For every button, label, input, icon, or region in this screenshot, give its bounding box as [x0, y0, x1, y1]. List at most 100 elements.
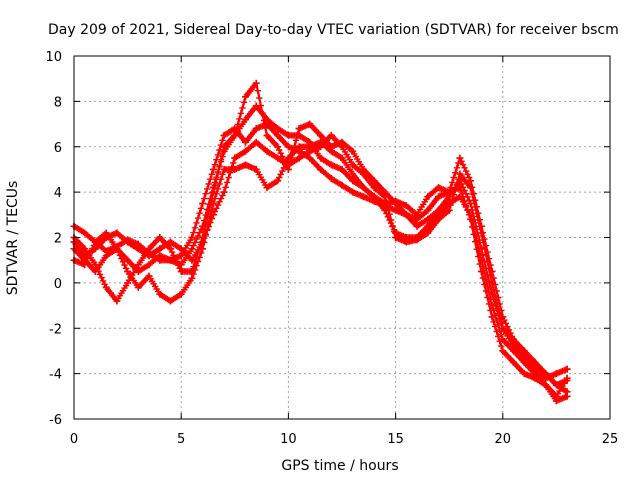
- data-point: [177, 290, 185, 298]
- x-tick-label: 0: [70, 432, 78, 447]
- data-point: [134, 283, 142, 291]
- data-point: [263, 131, 271, 139]
- data-point: [220, 131, 228, 139]
- data-point: [188, 234, 196, 241]
- series-5: [70, 131, 571, 389]
- data-point: [488, 313, 496, 321]
- data-point: [242, 93, 249, 101]
- data-point: [327, 175, 335, 182]
- data-point: [424, 229, 432, 237]
- data-point: [467, 215, 475, 223]
- data-point: [113, 297, 121, 305]
- series-3: [70, 138, 571, 382]
- data-point: [124, 268, 132, 275]
- data-point: [317, 165, 325, 173]
- data-point: [252, 138, 260, 146]
- data-point: [413, 222, 421, 230]
- data-point: [306, 154, 314, 162]
- data-point: [220, 143, 228, 151]
- data-point: [102, 283, 110, 291]
- data-point: [231, 165, 239, 173]
- data-point: [156, 245, 164, 253]
- data-point: [263, 147, 271, 155]
- data-point: [370, 193, 378, 201]
- data-point: [156, 252, 164, 260]
- data-point: [177, 268, 185, 275]
- data-point: [392, 200, 400, 207]
- data-point: [349, 161, 357, 169]
- data-point: [274, 125, 282, 133]
- data-point: [435, 215, 442, 223]
- x-tick-label: 5: [177, 432, 185, 447]
- x-tick-label: 15: [387, 432, 404, 447]
- data-point: [392, 206, 400, 214]
- y-tick-label: -4: [49, 368, 62, 383]
- chart-title: Day 209 of 2021, Sidereal Day-to-day VTE…: [48, 22, 619, 38]
- data-point: [370, 184, 378, 192]
- data-point: [552, 381, 560, 389]
- data-point: [113, 229, 121, 237]
- data-point: [91, 245, 99, 253]
- data-point: [327, 161, 335, 169]
- x-tick-label: 10: [280, 432, 297, 447]
- data-point: [349, 147, 357, 155]
- data-point: [445, 206, 453, 214]
- data-point: [359, 170, 367, 178]
- data-point: [156, 234, 164, 241]
- y-axis-ticks: -6 -4 -2 0 2 4 6 8 10: [45, 50, 610, 428]
- data-point: [145, 252, 153, 260]
- data-point: [424, 215, 432, 223]
- y-axis-label: SDTVAR / TECUs: [5, 181, 21, 296]
- data-point: [424, 206, 432, 214]
- data-point: [284, 131, 292, 139]
- data-point: [124, 238, 132, 246]
- data-point: [209, 211, 217, 219]
- data-point: [113, 245, 121, 253]
- data-point: [124, 279, 132, 287]
- data-point: [563, 365, 571, 373]
- data-point: [252, 79, 260, 87]
- series-line: [73, 141, 568, 380]
- data-point: [306, 147, 314, 155]
- data-point: [467, 184, 475, 192]
- data-point: [317, 143, 325, 151]
- data-point: [413, 236, 421, 244]
- data-point: [563, 392, 571, 400]
- data-point: [563, 376, 571, 384]
- data-point: [510, 358, 517, 366]
- data-point: [477, 268, 485, 275]
- data-point: [510, 342, 517, 350]
- data-point: [81, 252, 89, 260]
- grid-lines: [74, 56, 610, 419]
- data-series-group: [70, 79, 571, 405]
- data-point: [349, 170, 357, 178]
- y-tick-label: 10: [45, 50, 62, 65]
- data-point: [167, 297, 174, 305]
- data-point: [456, 170, 464, 178]
- data-point: [209, 165, 217, 173]
- data-point: [177, 245, 185, 253]
- y-tick-label: 2: [54, 232, 62, 247]
- data-point: [317, 131, 325, 139]
- series-markers: [70, 80, 571, 405]
- data-point: [435, 193, 442, 201]
- y-tick-label: -2: [49, 322, 62, 337]
- data-point: [199, 238, 207, 246]
- data-point: [499, 324, 507, 332]
- series-markers: [70, 139, 571, 382]
- data-point: [359, 193, 367, 201]
- data-point: [274, 154, 282, 162]
- series-line: [73, 122, 568, 393]
- data-point: [199, 200, 207, 207]
- data-point: [242, 138, 249, 146]
- data-point: [531, 374, 539, 382]
- data-point: [338, 181, 346, 189]
- data-point: [91, 238, 99, 246]
- x-tick-label: 20: [495, 432, 512, 447]
- data-point: [242, 147, 249, 155]
- data-point: [456, 154, 464, 162]
- data-point: [317, 154, 325, 162]
- data-point: [488, 279, 496, 287]
- data-point: [102, 234, 110, 241]
